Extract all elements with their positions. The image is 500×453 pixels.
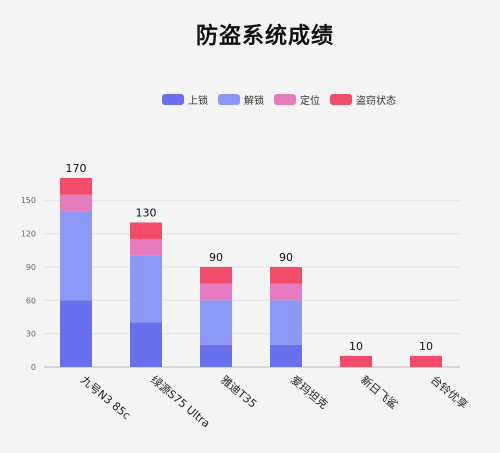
bar-segment[interactable]: [270, 344, 302, 367]
total-label: 90: [279, 251, 293, 264]
y-tick-label: 30: [26, 330, 36, 339]
y-tick-label: 60: [26, 296, 36, 305]
legend-item-lock[interactable]: 上锁: [162, 92, 208, 107]
total-label: 130: [136, 206, 157, 219]
bar-segment[interactable]: [60, 300, 92, 367]
category-label: 台铃优享: [428, 373, 471, 412]
total-label: 170: [66, 162, 87, 175]
total-label: 10: [349, 340, 363, 353]
bar-segment[interactable]: [200, 344, 232, 367]
legend: 上锁 解锁 定位 盗窃状态: [162, 92, 396, 107]
legend-swatch-theft: [330, 93, 352, 105]
total-label: 10: [419, 340, 433, 353]
legend-swatch-location: [274, 93, 296, 105]
legend-label-location: 定位: [300, 95, 320, 107]
bar-segment[interactable]: [270, 300, 302, 345]
legend-item-unlock[interactable]: 解锁: [218, 92, 264, 107]
legend-swatch-unlock: [218, 93, 240, 105]
legend-label-theft: 盗窃状态: [356, 95, 396, 107]
category-label: 绿源S75 Ultra: [148, 373, 213, 431]
legend-label-lock: 上锁: [188, 95, 208, 107]
bar-segment[interactable]: [60, 178, 92, 195]
category-label: 雅迪T35: [218, 373, 260, 411]
category-label: 爱玛坦克: [288, 373, 331, 412]
bar-segment[interactable]: [410, 355, 442, 367]
bar-segment[interactable]: [270, 266, 302, 284]
bar-segment[interactable]: [200, 266, 232, 284]
bar-segment[interactable]: [130, 255, 162, 323]
bar-segment[interactable]: [270, 283, 302, 301]
legend-item-location[interactable]: 定位: [274, 92, 320, 107]
total-label: 90: [209, 251, 223, 264]
legend-item-theft[interactable]: 盗窃状态: [330, 92, 396, 107]
bar-segment[interactable]: [60, 211, 92, 301]
category-label: 新日飞鲨: [358, 373, 401, 412]
legend-label-unlock: 解锁: [244, 95, 264, 107]
bar-segment[interactable]: [130, 322, 162, 367]
y-tick-label: 90: [26, 263, 36, 272]
bar-segment[interactable]: [130, 222, 162, 240]
bar-segment[interactable]: [200, 300, 232, 345]
legend-swatch-lock: [162, 93, 184, 105]
bar-segment[interactable]: [200, 283, 232, 301]
bar-segment[interactable]: [130, 239, 162, 256]
chart-title: 防盗系统成绩: [195, 24, 334, 49]
y-tick-label: 0: [31, 363, 36, 372]
y-tick-label: 120: [21, 230, 36, 239]
y-tick-label: 150: [21, 196, 36, 205]
category-label: 九号N3 85c: [78, 373, 133, 422]
bar-segment[interactable]: [60, 194, 92, 212]
bar-segment[interactable]: [340, 355, 372, 367]
